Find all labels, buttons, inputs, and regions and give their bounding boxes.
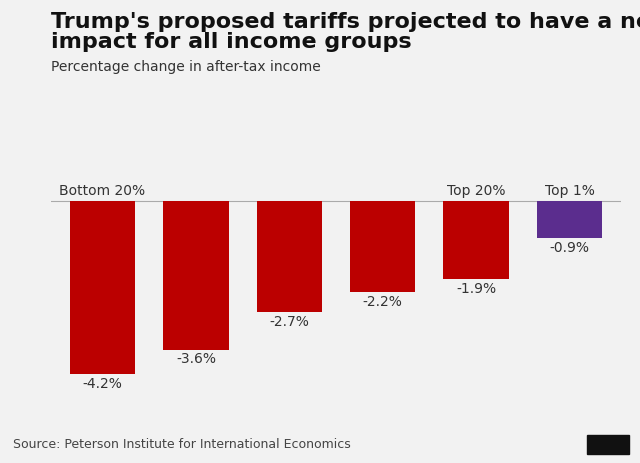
Text: impact for all income groups: impact for all income groups [51, 32, 412, 52]
Text: Top 1%: Top 1% [545, 184, 595, 198]
Text: Source: Peterson Institute for International Economics: Source: Peterson Institute for Internati… [13, 438, 351, 451]
Text: -3.6%: -3.6% [176, 352, 216, 366]
Bar [537, 201, 602, 238]
Text: Top 20%: Top 20% [447, 184, 506, 198]
Text: -2.7%: -2.7% [269, 315, 309, 329]
Bar [444, 201, 509, 279]
Text: -1.9%: -1.9% [456, 282, 496, 296]
Text: -0.9%: -0.9% [550, 241, 589, 255]
Bar [163, 201, 228, 350]
Text: -4.2%: -4.2% [83, 377, 122, 391]
Text: -2.2%: -2.2% [363, 294, 403, 308]
Text: BBC: BBC [589, 438, 627, 451]
Bar [70, 201, 135, 375]
Bar [350, 201, 415, 292]
Text: Percentage change in after-tax income: Percentage change in after-tax income [51, 60, 321, 74]
Text: Trump's proposed tariffs projected to have a negative: Trump's proposed tariffs projected to ha… [51, 12, 640, 31]
Bar [257, 201, 322, 313]
Text: Bottom 20%: Bottom 20% [60, 184, 146, 198]
